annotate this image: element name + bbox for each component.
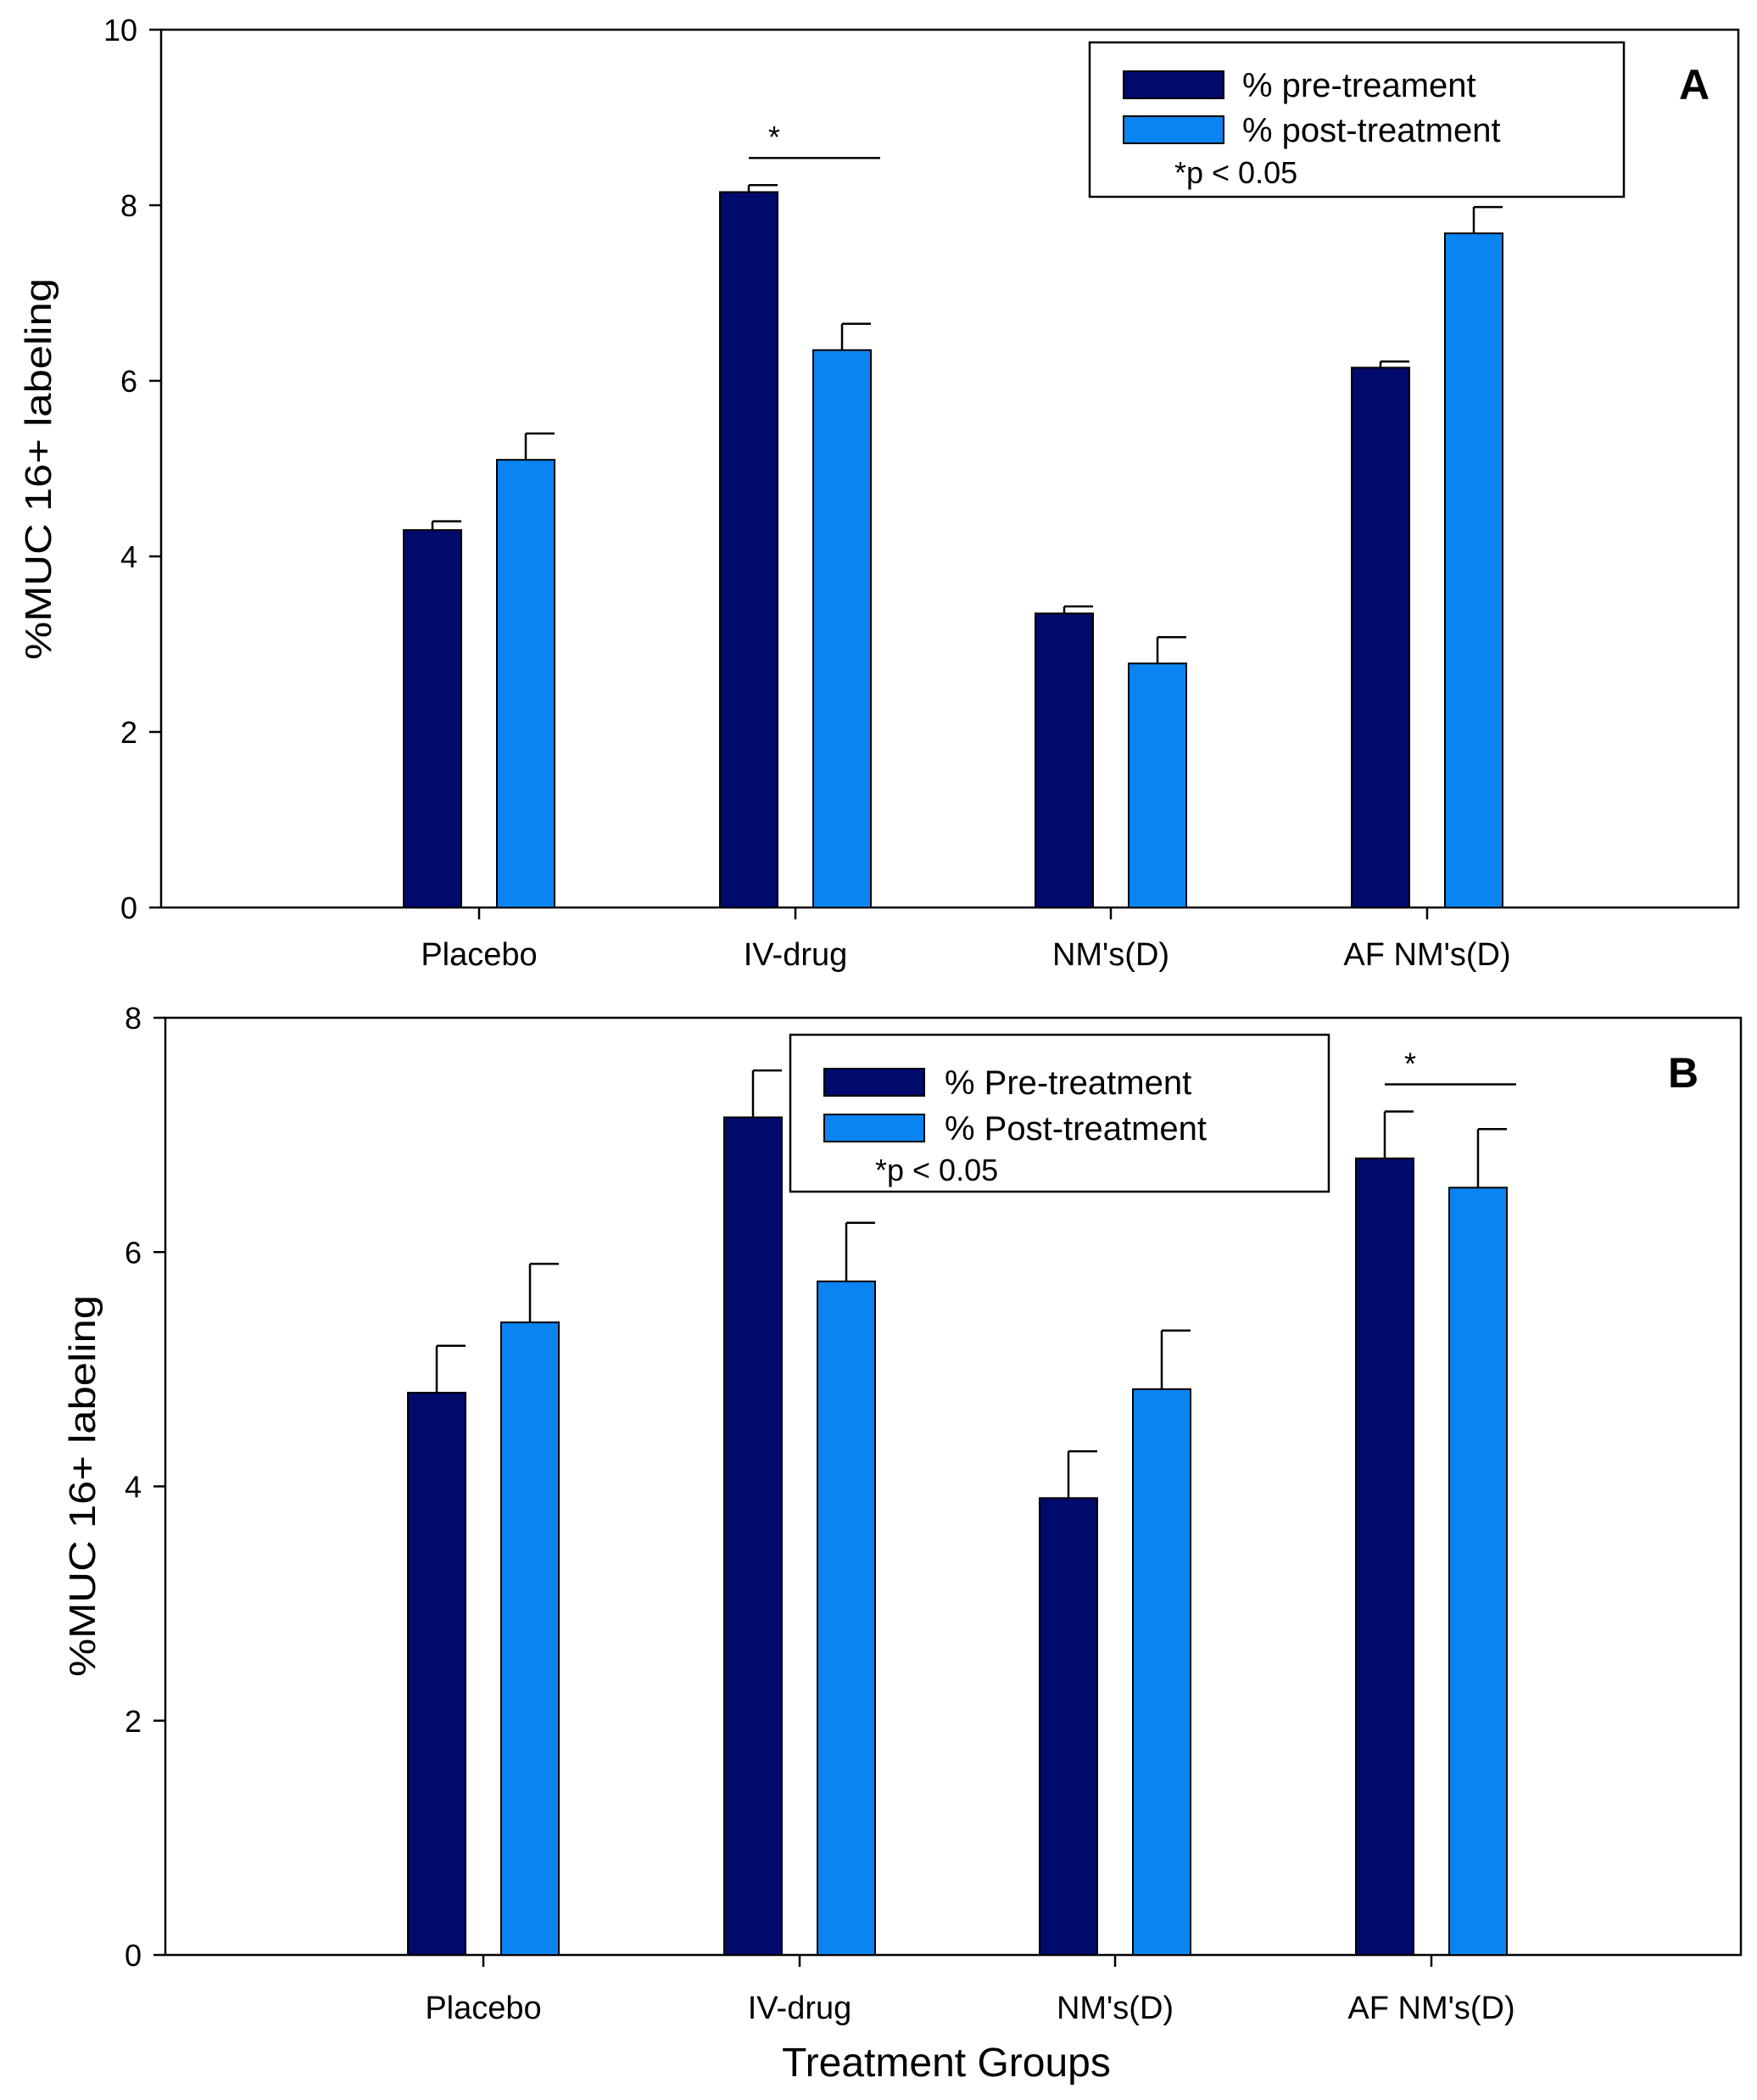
- bar-post: [500, 1321, 560, 1956]
- y-tick-label: 6: [125, 1235, 142, 1270]
- category-label: NM's(D): [1057, 1991, 1174, 2026]
- y-tick-label: 8: [120, 188, 137, 223]
- category-label: NM's(D): [1052, 937, 1169, 973]
- panel-b: 0 2 4 6 8 %MUC 16+ labeling Placebo IV-drug NM's…: [62, 1001, 1743, 2086]
- legend-note: *p < 0.05: [1174, 155, 1297, 190]
- y-tick-label: 8: [125, 1001, 142, 1036]
- category-label: Placebo: [421, 937, 537, 973]
- bar-pre: [403, 528, 462, 908]
- legend-label-pre: % pre-treament: [1242, 67, 1476, 104]
- bar-pre: [719, 191, 778, 909]
- legend-swatch-post: [1123, 115, 1224, 144]
- bar-pre: [1351, 366, 1410, 909]
- x-axis-title: Treatment Groups: [782, 2041, 1111, 2086]
- legend-note: *p < 0.05: [875, 1153, 998, 1187]
- y-tick-label: 0: [125, 1938, 142, 1973]
- bar-pre: [723, 1116, 783, 1956]
- bar-pre: [1035, 612, 1094, 909]
- panel-letter: B: [1668, 1049, 1698, 1097]
- category-label: AF NM's(D): [1343, 937, 1510, 973]
- y-tick-label: 2: [120, 715, 137, 750]
- bar-pre: [407, 1392, 466, 1956]
- legend-box: [789, 1033, 1330, 1193]
- category-label: Placebo: [425, 1991, 541, 2026]
- y-axis-title: %MUC 16+ labeling: [18, 278, 59, 660]
- y-tick-label: 6: [120, 364, 137, 399]
- category-label: IV-drug: [748, 1991, 852, 2026]
- plot-frame: [159, 28, 1740, 909]
- bar-post: [1444, 232, 1503, 908]
- bar-post: [812, 349, 872, 908]
- y-tick-label: 0: [120, 891, 137, 925]
- legend-label-post: % post-treatment: [1242, 112, 1501, 149]
- bar-post: [1448, 1187, 1508, 1956]
- bar-post: [1132, 1388, 1191, 1956]
- y-tick-label: 4: [120, 539, 137, 574]
- legend-swatch-pre: [823, 1068, 925, 1097]
- significance-star: *: [768, 120, 780, 154]
- legend-swatch-post: [823, 1114, 925, 1142]
- category-label: AF NM's(D): [1347, 1991, 1514, 2026]
- y-tick-label: 10: [103, 13, 137, 47]
- category-label: IV-drug: [744, 937, 848, 973]
- legend-label-post: % Post-treatment: [945, 1110, 1207, 1148]
- bar-post: [1128, 662, 1187, 909]
- legend-label-pre: % Pre-treatment: [945, 1064, 1191, 1102]
- bar-pre: [1355, 1157, 1414, 1956]
- panel-letter: A: [1679, 61, 1710, 109]
- bar-post: [817, 1280, 876, 1956]
- legend-swatch-pre: [1123, 70, 1224, 99]
- y-tick-label: 2: [125, 1704, 142, 1739]
- significance-star: *: [1404, 1047, 1416, 1081]
- y-axis-title: %MUC 16+ labeling: [62, 1295, 103, 1677]
- panel-a: 0 2 4 6 8 10 %MUC 16+ labeling Placebo IV-drug NM…: [18, 13, 1740, 973]
- bar-post: [496, 459, 555, 908]
- bar-pre: [1039, 1497, 1098, 1956]
- y-tick-label: 4: [125, 1470, 142, 1505]
